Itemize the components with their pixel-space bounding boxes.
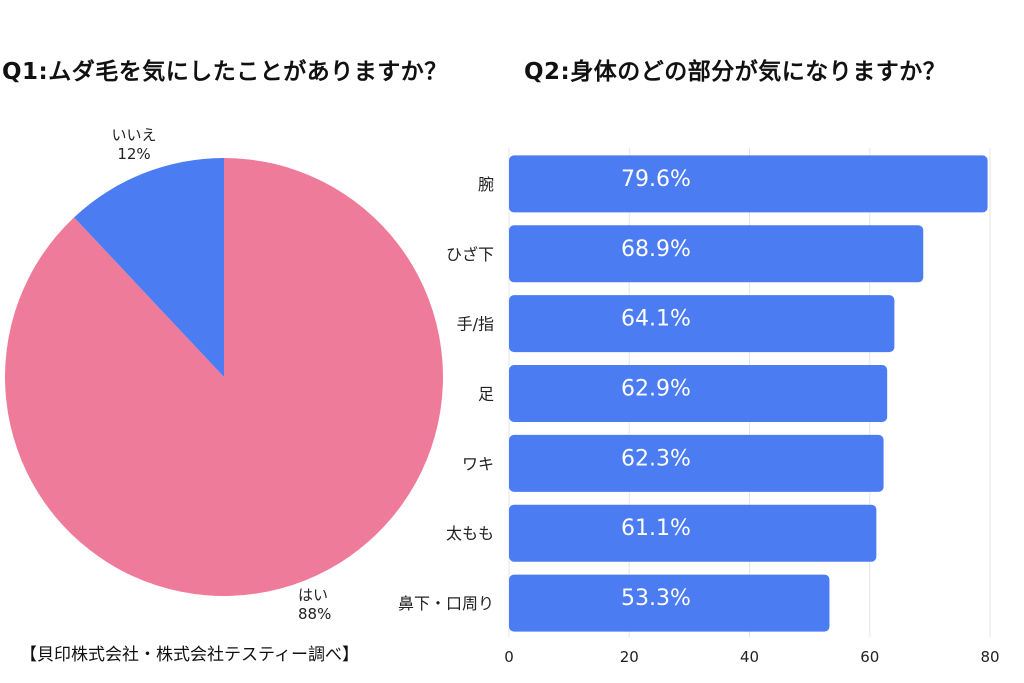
x-tick-label: 20 — [620, 648, 639, 666]
bar — [509, 155, 988, 213]
source-note: 【貝印株式会社・株式会社テスティー調べ】 — [20, 645, 359, 665]
pie-value-label: 88% — [298, 605, 331, 623]
category-label: ワキ — [462, 454, 494, 473]
x-tick-label: 60 — [860, 648, 879, 666]
category-label: 太もも — [446, 524, 494, 543]
pie-chart-title: Q1:ムダ毛を気にしたことがありますか？ — [2, 59, 448, 85]
bar — [509, 504, 877, 562]
bar-value-label: 64.1% — [621, 307, 691, 332]
bar — [509, 295, 895, 353]
bar-value-label: 68.9% — [621, 237, 691, 262]
pie-label: いいえ — [111, 126, 156, 144]
bar-value-label: 62.9% — [621, 377, 691, 402]
category-label: 手/指 — [457, 315, 494, 334]
pie-label: はい — [298, 586, 328, 604]
bar-chart: 0 20 40 60 80 腕 79.6% ひざ下 68.9% 手/指 64.1% 足 62.9% ワキ 6… — [398, 148, 1000, 666]
bar — [509, 574, 830, 632]
bar-chart-title: Q2:身体のどの部分が気になりますか？ — [524, 59, 947, 85]
category-label: 腕 — [478, 175, 494, 194]
category-label: 足 — [478, 385, 494, 404]
bar-value-label: 79.6% — [621, 167, 691, 192]
bar-value-label: 61.1% — [621, 516, 691, 541]
x-tick-label: 80 — [980, 648, 999, 666]
category-label: 鼻下・口周り — [398, 594, 494, 613]
pie-value-label: 12% — [117, 145, 150, 163]
bar-value-label: 62.3% — [621, 446, 691, 471]
x-tick-label: 0 — [504, 648, 514, 666]
bar — [509, 434, 884, 492]
bar — [509, 365, 888, 422]
bar — [509, 225, 924, 283]
bar-value-label: 53.3% — [621, 586, 691, 611]
x-tick-label: 40 — [740, 648, 759, 666]
category-label: ひざ下 — [446, 245, 494, 264]
pie-slice-no — [74, 158, 224, 377]
